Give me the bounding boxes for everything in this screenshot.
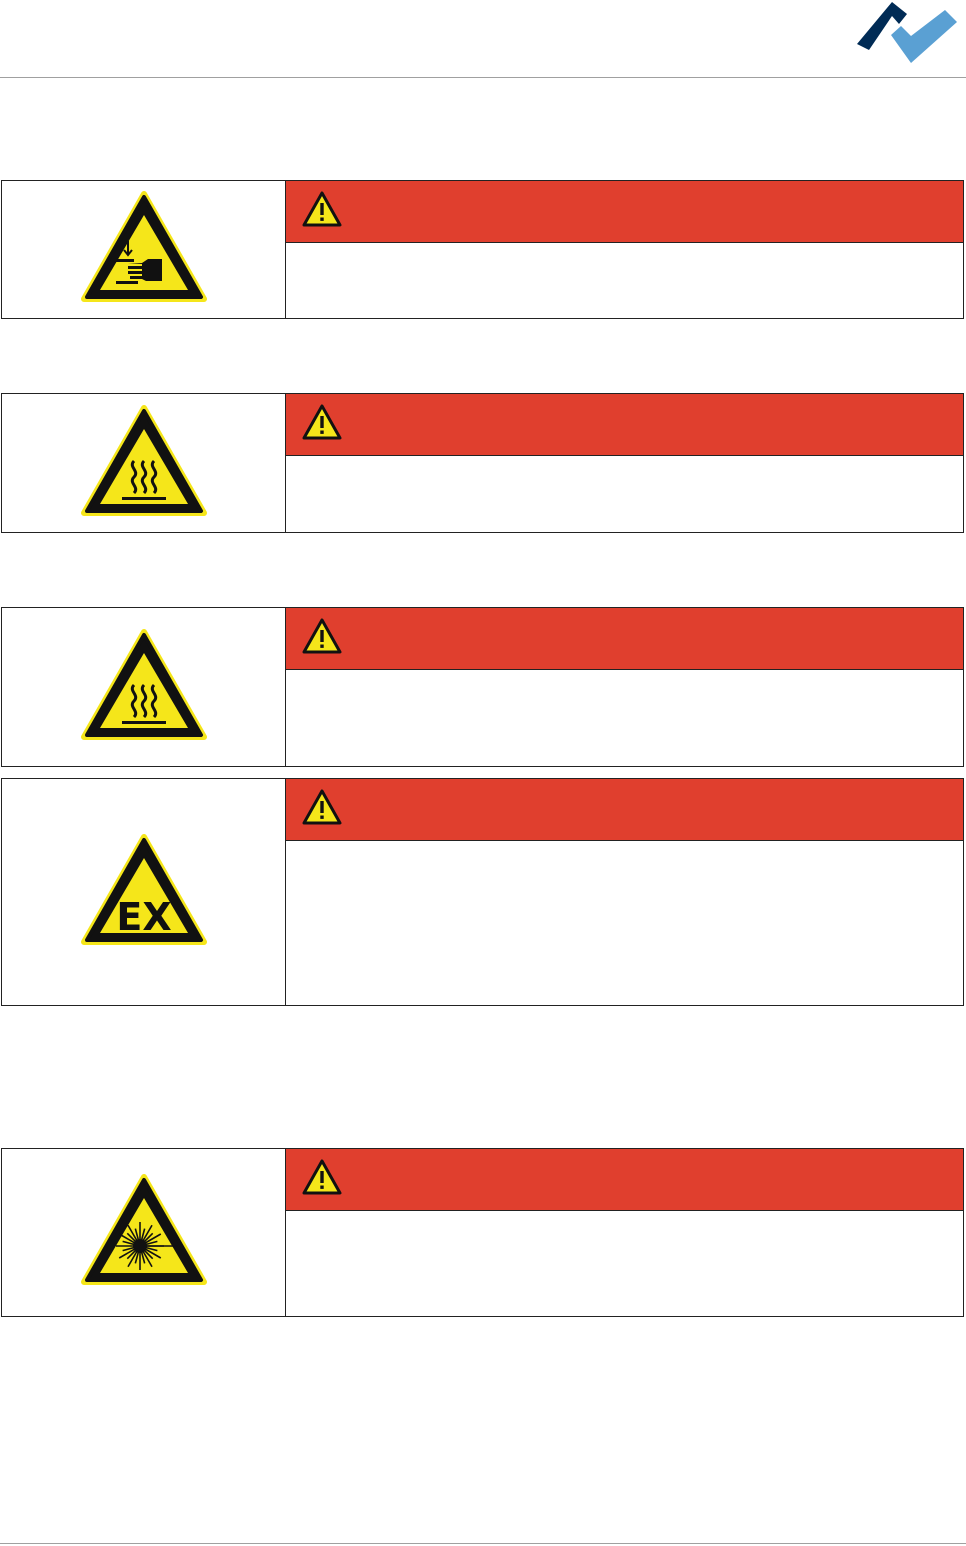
warning-text-area <box>286 841 963 1005</box>
warning-box <box>1 1148 964 1317</box>
laser-beam-icon <box>80 1174 208 1291</box>
danger-band <box>286 181 963 243</box>
hazard-symbol-cell <box>2 608 286 766</box>
hazard-symbol-cell <box>2 1149 286 1316</box>
hot-surface-icon <box>80 628 208 746</box>
hand-crush-icon <box>80 191 208 308</box>
hazard-symbol-cell: EX <box>2 779 286 1005</box>
svg-text:EX: EX <box>116 895 171 939</box>
danger-band <box>286 394 963 456</box>
danger-band <box>286 608 963 670</box>
hot-surface-icon <box>80 404 208 522</box>
footer-rule <box>0 1543 966 1544</box>
warning-text-area <box>286 243 963 318</box>
header-rule <box>0 77 966 78</box>
warning-triangle-icon <box>302 1159 342 1200</box>
warning-box <box>1 180 964 319</box>
warning-triangle-icon <box>302 191 342 232</box>
warning-box: EX <box>1 778 964 1006</box>
danger-band <box>286 1149 963 1211</box>
warning-triangle-icon <box>302 789 342 830</box>
hazard-symbol-cell <box>2 394 286 532</box>
warning-box <box>1 393 964 533</box>
explosive-atmosphere-icon: EX <box>80 833 208 951</box>
company-logo <box>857 2 957 63</box>
warning-triangle-icon <box>302 618 342 659</box>
hazard-symbol-cell <box>2 181 286 318</box>
warning-text-area <box>286 1211 963 1316</box>
warning-text-area <box>286 456 963 532</box>
danger-band <box>286 779 963 841</box>
warning-triangle-icon <box>302 404 342 445</box>
warning-box <box>1 607 964 767</box>
warning-text-area <box>286 670 963 766</box>
